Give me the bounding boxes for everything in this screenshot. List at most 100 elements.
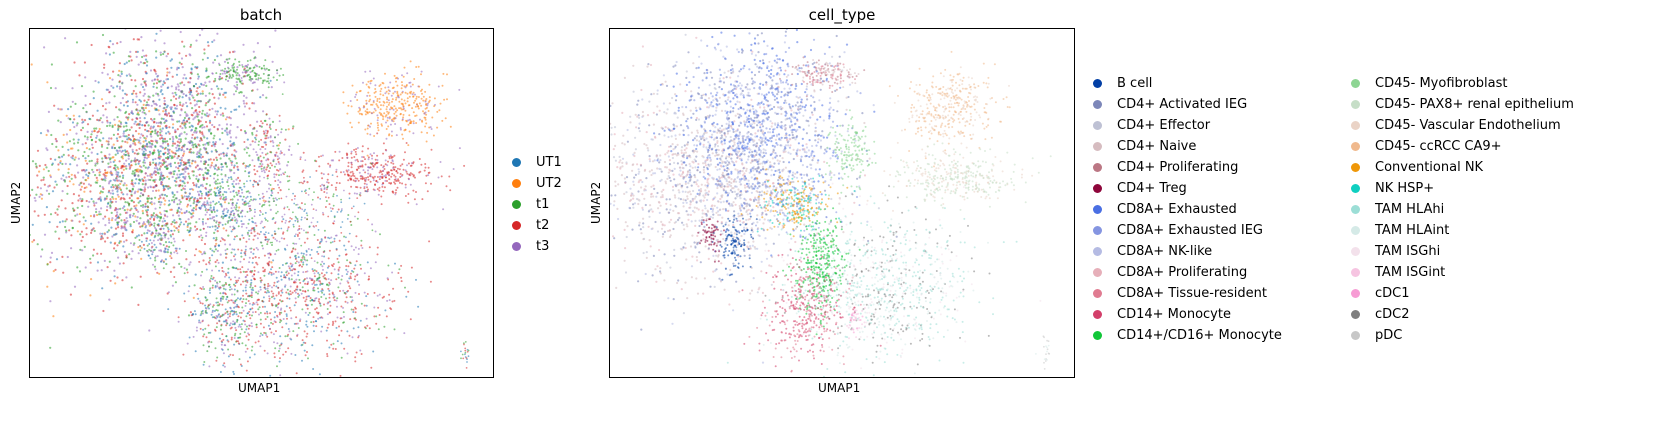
legend-swatch [1351, 121, 1360, 130]
legend-swatch [512, 158, 521, 167]
legend-label: CD8A+ Tissue-resident [1117, 286, 1267, 301]
batch-cluster-small [129, 213, 186, 271]
cell-cluster-treg [697, 218, 725, 263]
legend-label: UT1 [536, 155, 562, 170]
cell-type-plot-title: cell_type [808, 6, 876, 24]
batch-cluster-mono [167, 212, 283, 375]
legend-swatch [1093, 247, 1102, 256]
legend-label: CD4+ Effector [1117, 118, 1211, 133]
legend-item: cDC2 [1351, 304, 1574, 325]
legend-label: CD45- PAX8+ renal epithelium [1375, 97, 1574, 112]
legend-label: CD4+ Treg [1117, 181, 1187, 196]
cell-cluster-cdc1 [846, 307, 867, 340]
legend-swatch [512, 221, 521, 230]
legend-label: cDC2 [1375, 307, 1410, 322]
legend-item: CD4+ Proliferating [1093, 157, 1282, 178]
batch-umap-plot [29, 28, 494, 378]
batch-cluster-ut2 [342, 60, 461, 157]
legend-swatch [1093, 79, 1102, 88]
legend-swatch [1351, 163, 1360, 172]
legend-item: Conventional NK [1351, 157, 1574, 178]
legend-item: CD4+ Naive [1093, 136, 1282, 157]
legend-label: t3 [536, 239, 550, 254]
cell-type-umap-plot [609, 28, 1075, 378]
cell-cluster-myofib [824, 109, 877, 197]
legend-label: CD45- ccRCC CA9+ [1375, 139, 1502, 154]
batch-cluster-top [201, 56, 286, 93]
cell-cluster-pax8 [866, 141, 1052, 212]
batch-cluster-sparse [211, 93, 374, 273]
legend-swatch [1351, 184, 1360, 193]
batch-cluster-tcells [30, 33, 317, 349]
legend-item: NK HSP+ [1351, 178, 1574, 199]
legend-column: CD45- Myofibroblast CD45- PAX8+ renal epi… [1351, 73, 1574, 346]
legend-label: CD45- Vascular Endothelium [1375, 118, 1561, 133]
legend-item: CD45- Myofibroblast [1351, 73, 1574, 94]
cell-cluster-bcell [711, 214, 758, 281]
legend-item: CD4+ Effector [1093, 115, 1282, 136]
legend-item: TAM ISGint [1351, 262, 1574, 283]
legend-item: CD8A+ Exhausted [1093, 199, 1282, 220]
batch-plot-title: batch [239, 6, 283, 24]
legend-swatch [1351, 247, 1360, 256]
cell-type-legend: B cell CD4+ Activated IEG CD4+ Effector CD4… [1093, 73, 1653, 353]
legend-swatch [1351, 205, 1360, 214]
legend-item: CD4+ Activated IEG [1093, 94, 1282, 115]
batch-x-axis-label: UMAP1 [238, 381, 281, 395]
legend-swatch [1093, 268, 1102, 277]
batch-cluster-outlier [460, 341, 470, 369]
legend-swatch [1351, 226, 1360, 235]
legend-swatch [1351, 331, 1360, 340]
legend-column: B cell CD4+ Activated IEG CD4+ Effector CD4… [1093, 73, 1282, 346]
cell-cluster-outlier [1035, 335, 1051, 370]
legend-item: CD14+ Monocyte [1093, 304, 1282, 325]
legend-swatch [1093, 289, 1102, 298]
legend-item: CD8A+ NK-like [1093, 241, 1282, 262]
legend-item: pDC [1351, 325, 1574, 346]
cell-cluster-cd14mono [741, 245, 882, 373]
legend-label: pDC [1375, 328, 1403, 343]
legend-item: TAM HLAhi [1351, 199, 1574, 220]
legend-item: CD4+ Treg [1093, 178, 1282, 199]
legend-swatch [1093, 142, 1102, 151]
legend-label: TAM HLAhi [1375, 202, 1445, 217]
cell-cluster-ccrcc [888, 50, 1011, 168]
legend-label: CD14+ Monocyte [1117, 307, 1231, 322]
legend-swatch [1351, 268, 1360, 277]
legend-label: cDC1 [1375, 286, 1410, 301]
legend-swatch [1093, 100, 1102, 109]
legend-item: CD45- PAX8+ renal epithelium [1351, 94, 1574, 115]
batch-cluster-mid [243, 113, 300, 200]
legend-item: TAM ISGhi [1351, 241, 1574, 262]
legend-label: B cell [1117, 76, 1153, 91]
cell-type-y-axis-label: UMAP2 [589, 181, 603, 224]
batch-y-axis-label: UMAP2 [9, 181, 23, 224]
legend-label: Conventional NK [1375, 160, 1484, 175]
legend-label: t2 [536, 218, 550, 233]
legend-label: t1 [536, 197, 550, 212]
legend-item: t3 [512, 236, 562, 257]
legend-item: cDC1 [1351, 283, 1574, 304]
batch-scatter-canvas [30, 29, 470, 377]
legend-item: CD8A+ Tissue-resident [1093, 283, 1282, 304]
batch-cluster-nk [150, 150, 329, 256]
legend-swatch [1093, 310, 1102, 319]
legend-item: CD8A+ Proliferating [1093, 262, 1282, 283]
legend-label: TAM ISGhi [1375, 244, 1441, 259]
legend-item: UT2 [512, 173, 562, 194]
cell-cluster-prolif [768, 56, 866, 98]
legend-item: TAM HLAint [1351, 220, 1574, 241]
legend-swatch [512, 242, 521, 251]
legend-label: CD14+/CD16+ Monocyte [1117, 328, 1282, 343]
legend-swatch [1093, 205, 1102, 214]
batch-cluster-tcells-upper [43, 29, 335, 287]
legend-item: B cell [1093, 73, 1282, 94]
legend-label: CD45- Myofibroblast [1375, 76, 1508, 91]
legend-item: t1 [512, 194, 562, 215]
legend-swatch [1351, 310, 1360, 319]
legend-item: UT1 [512, 152, 562, 173]
cell-cluster-cd8 [647, 29, 876, 259]
legend-label: CD4+ Naive [1117, 139, 1197, 154]
legend-label: CD4+ Activated IEG [1117, 97, 1248, 112]
legend-swatch [1093, 226, 1102, 235]
